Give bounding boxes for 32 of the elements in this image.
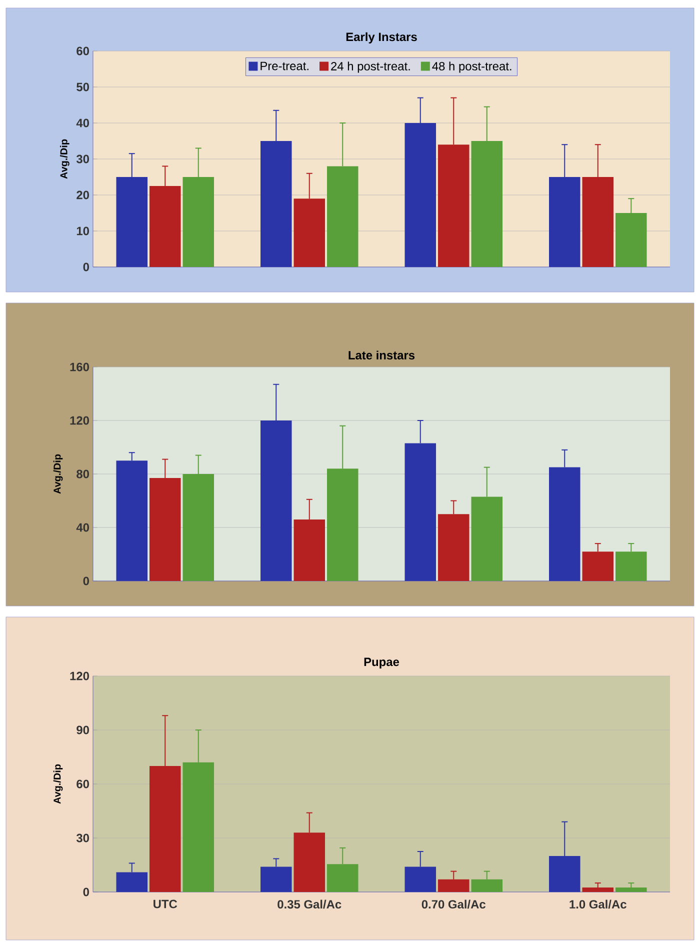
y-tick-label: 160	[70, 362, 89, 372]
chart-title: Early Instars	[346, 32, 417, 44]
chart-title: Pupae	[364, 658, 400, 668]
y-tick-label: 50	[76, 82, 89, 92]
y-axis-title: Avg./Dip	[60, 139, 70, 179]
y-tick-label: 120	[70, 672, 89, 680]
x-tick-label: 0.70 Gal/Ac	[422, 900, 486, 909]
y-tick-label: 30	[76, 834, 89, 842]
y-tick-label: 30	[76, 154, 89, 164]
y-tick-label: 90	[76, 726, 89, 734]
y-tick-label: 80	[76, 470, 89, 478]
y-tick-label: 60	[76, 780, 89, 788]
y-tick-label: 0	[83, 888, 89, 896]
legend-label: Pre-treat.	[260, 62, 308, 70]
y-axis-title: Avg./Dip	[53, 454, 63, 494]
y-tick-label: 40	[76, 523, 89, 532]
y-tick-label: 40	[76, 118, 89, 128]
x-tick-label: UTC	[154, 900, 178, 908]
y-tick-label: 0	[83, 576, 89, 586]
y-tick-label: 120	[70, 416, 89, 425]
y-tick-label: 20	[76, 190, 89, 200]
y-tick-label: 60	[76, 46, 89, 56]
legend-label: 24 h post-treat.	[331, 62, 410, 73]
y-axis-title: Avg./Dip	[53, 764, 63, 804]
x-tick-label: 0.35 Gal/Ac	[278, 900, 342, 909]
x-tick-label: 1.0 Gal/Ac	[570, 900, 626, 909]
legend-label: 48 h post-treat.	[432, 62, 512, 73]
bar	[615, 887, 647, 892]
y-tick-label: 0	[83, 262, 89, 272]
chart-title: Late instars	[348, 350, 415, 360]
bar	[582, 887, 614, 892]
y-tick-label: 10	[76, 226, 89, 236]
